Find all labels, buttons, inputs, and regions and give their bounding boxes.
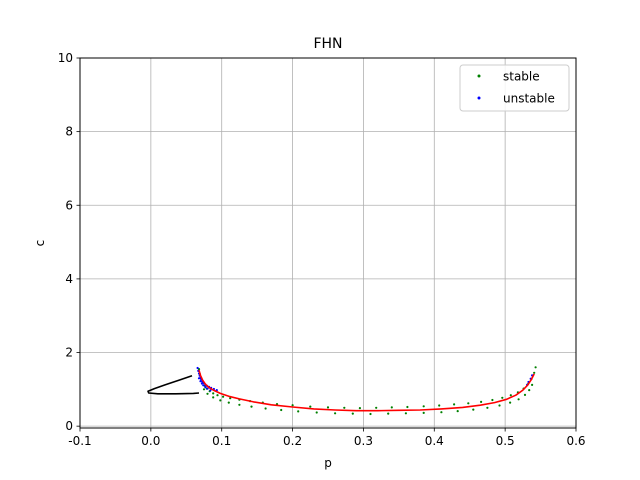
stable-point <box>291 404 294 407</box>
stable-point <box>297 410 300 413</box>
x-tick-label: 0.3 <box>354 434 373 448</box>
stable-point <box>422 411 425 414</box>
stable-point <box>501 396 504 399</box>
stable-point <box>326 406 330 409</box>
grid-lines <box>79 57 577 428</box>
stable-point <box>387 412 390 415</box>
x-tick-label: 0.0 <box>141 434 160 448</box>
unstable-point <box>200 382 203 385</box>
stable-point <box>309 405 312 408</box>
stable-point <box>509 394 512 397</box>
stable-point <box>390 406 393 409</box>
stable-point <box>358 407 361 410</box>
stable-point <box>440 411 443 414</box>
stable-point <box>509 401 512 404</box>
x-tick-label: 0.4 <box>425 434 444 448</box>
x-tick-label: 0.6 <box>566 434 585 448</box>
stable-point <box>238 403 241 406</box>
stable-point <box>453 403 456 406</box>
stable-point <box>264 407 267 410</box>
stable-point <box>202 388 206 391</box>
legend: stable unstable <box>459 64 570 112</box>
stable-point <box>212 392 215 395</box>
unstable-point <box>199 380 202 383</box>
stable-point <box>528 389 531 392</box>
stable-point <box>222 395 225 398</box>
unstable-point <box>204 386 207 389</box>
stable-point <box>531 383 534 386</box>
stable-point <box>533 371 536 374</box>
stable-point <box>472 408 475 411</box>
unstable-point <box>196 366 199 370</box>
legend-marker-unstable <box>477 96 481 100</box>
stable-point <box>334 412 337 415</box>
legend-label-unstable: unstable <box>503 92 555 106</box>
x-tick-label: 0.1 <box>212 434 231 448</box>
legend-box <box>459 64 570 112</box>
y-tick-label: 2 <box>65 346 73 360</box>
stable-point <box>280 408 283 412</box>
y-tick-label: 6 <box>65 198 73 212</box>
y-tick-label: 10 <box>58 51 73 65</box>
stable-point <box>206 392 209 395</box>
stable-point <box>212 396 215 399</box>
x-tick-label: -0.1 <box>68 434 91 448</box>
curve-2-line <box>198 369 535 412</box>
legend-marker-stable <box>477 74 481 78</box>
unstable-point <box>202 384 205 387</box>
stable-point <box>486 406 489 409</box>
stable-point <box>517 398 520 401</box>
stable-point <box>227 401 230 404</box>
unstable-point <box>206 387 209 390</box>
axis-ticks: -0.1 0.0 0.1 0.2 0.3 0.4 0.5 0.6 0 2 4 6 8 10 <box>58 51 586 448</box>
stable-point <box>343 406 346 409</box>
stable-point <box>219 399 222 402</box>
legend-label-stable: stable <box>503 70 540 84</box>
x-axis-label: p <box>324 456 332 470</box>
chart-title: FHN <box>313 36 342 52</box>
unstable-point <box>209 389 212 392</box>
y-axis-label: c <box>33 240 47 247</box>
x-tick-label: 0.5 <box>496 434 515 448</box>
stable-point <box>406 405 409 409</box>
stable-point <box>534 366 537 369</box>
y-tick-label: 0 <box>65 419 73 433</box>
unstable-point <box>197 377 201 380</box>
stable-point <box>369 412 372 416</box>
stable-point <box>438 404 441 407</box>
stable-point <box>491 398 494 402</box>
curve-3-line <box>147 374 200 395</box>
stable-point <box>404 412 407 415</box>
stable-point <box>229 397 232 400</box>
stable-point <box>467 402 470 405</box>
stable-point <box>480 400 483 403</box>
plot-frame <box>79 57 577 429</box>
stable-point <box>351 412 354 415</box>
stable-point <box>315 411 318 414</box>
stable-point <box>523 393 527 396</box>
y-tick-label: 8 <box>65 125 73 139</box>
stable-point <box>216 394 219 397</box>
stable-point <box>250 405 253 408</box>
stable-point <box>422 405 425 408</box>
x-tick-label: 0.2 <box>283 434 302 448</box>
y-tick-label: 4 <box>65 272 73 286</box>
stable-point <box>498 404 501 407</box>
series-layer <box>147 366 537 416</box>
stable-point <box>375 406 378 409</box>
stable-point <box>456 410 459 413</box>
